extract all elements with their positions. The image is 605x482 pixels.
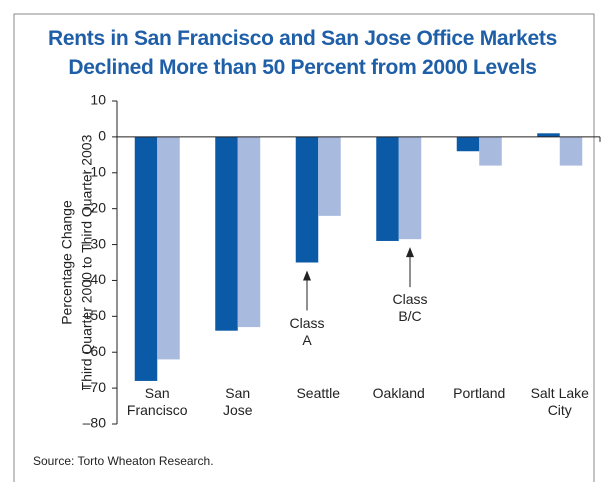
- y-tick-label: 10: [90, 92, 106, 108]
- y-axis-label: Third Quarter 2000 to Third Quarter 2003: [79, 134, 95, 390]
- chart-title: Rents in San Francisco and San Jose Offi…: [47, 27, 557, 79]
- y-tick-label: –10: [83, 163, 107, 179]
- y-tick-label: –70: [83, 379, 107, 395]
- y-tick-label: –40: [83, 271, 107, 287]
- bar: [559, 136, 583, 166]
- y-axis-label: Percentage Change: [59, 200, 75, 325]
- annotation: Class B/C: [392, 291, 428, 325]
- annotation-arrowhead: [303, 270, 311, 281]
- bar: [537, 133, 560, 137]
- annotation-arrowhead: [406, 247, 414, 258]
- bar: [295, 136, 319, 263]
- bar: [134, 136, 158, 381]
- x-tick-label: San Francisco: [126, 385, 188, 418]
- bar: [479, 136, 502, 166]
- bar: [456, 136, 480, 152]
- x-tick-label: Salt Lake City: [530, 385, 589, 418]
- bar: [318, 136, 341, 216]
- y-tick-label: –80: [83, 415, 107, 431]
- annotation: Class A: [289, 314, 325, 348]
- bar: [215, 136, 238, 331]
- x-tick-label: Seattle: [296, 385, 341, 401]
- y-tick-label: –30: [83, 235, 107, 251]
- source: Source: Torto Wheaton Research.: [33, 454, 214, 468]
- frame: [13, 13, 595, 482]
- y-tick-label: –60: [83, 343, 107, 359]
- y-tick-label: –50: [83, 307, 107, 323]
- y-tick-label: –20: [83, 199, 107, 215]
- x-tick-label: San Jose: [222, 385, 253, 418]
- y-tick-label: 0: [98, 128, 106, 144]
- x-tick-label: Oakland: [372, 385, 425, 401]
- bar: [398, 136, 422, 240]
- bar: [157, 136, 180, 360]
- bar: [237, 136, 261, 328]
- bar: [376, 136, 399, 241]
- x-tick-label: Portland: [453, 385, 506, 401]
